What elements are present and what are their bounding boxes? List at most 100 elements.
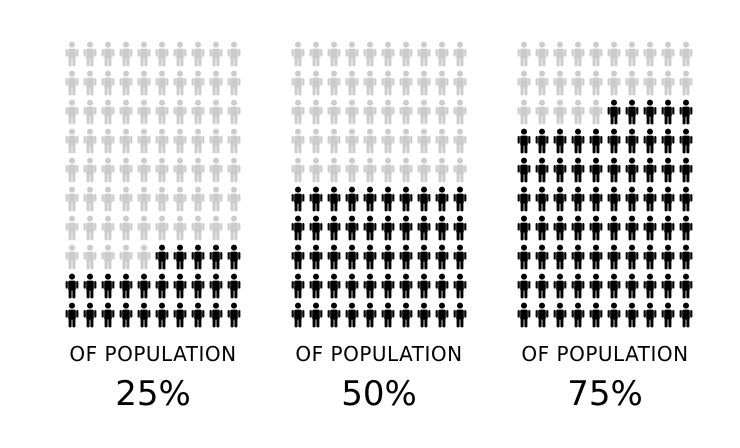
- person-icon-empty: [291, 157, 305, 183]
- person-icon-empty: [517, 70, 531, 96]
- person-icon-empty: [553, 41, 567, 67]
- person-icon-filled: [417, 186, 431, 212]
- person-icon-filled: [643, 128, 657, 154]
- person-icon-filled: [173, 273, 187, 299]
- person-icon-filled: [453, 215, 467, 241]
- person-icon-filled: [291, 302, 305, 328]
- person-icon-filled: [309, 215, 323, 241]
- person-icon-empty: [399, 70, 413, 96]
- person-icon-filled: [535, 302, 549, 328]
- person-icon-empty: [173, 70, 187, 96]
- person-icon-empty: [209, 186, 223, 212]
- person-icon-filled: [417, 244, 431, 270]
- person-icon-filled: [571, 215, 585, 241]
- person-icon-filled: [101, 273, 115, 299]
- person-icon-empty: [309, 157, 323, 183]
- person-icon-empty: [345, 41, 359, 67]
- person-icon-empty: [589, 70, 603, 96]
- person-icon-empty: [643, 70, 657, 96]
- person-icon-filled: [607, 215, 621, 241]
- person-icon-filled: [381, 215, 395, 241]
- person-icon-empty: [119, 215, 133, 241]
- person-icon-empty: [65, 128, 79, 154]
- person-icon-empty: [209, 41, 223, 67]
- panel-label-1: OF POPULATION: [69, 342, 237, 366]
- person-icon-filled: [155, 244, 169, 270]
- person-icon-empty: [625, 41, 639, 67]
- person-icon-empty: [137, 244, 151, 270]
- person-icon-empty: [83, 70, 97, 96]
- person-icon-filled: [643, 273, 657, 299]
- person-icon-filled: [553, 244, 567, 270]
- person-icon-empty: [173, 41, 187, 67]
- person-icon-empty: [209, 70, 223, 96]
- person-icon-filled: [381, 186, 395, 212]
- person-icon-empty: [435, 70, 449, 96]
- person-icon-empty: [327, 41, 341, 67]
- person-icon-empty: [191, 186, 205, 212]
- person-icon-filled: [607, 302, 621, 328]
- person-icon-empty: [535, 41, 549, 67]
- person-icon-filled: [173, 302, 187, 328]
- person-icon-empty: [227, 128, 241, 154]
- person-icon-empty: [191, 157, 205, 183]
- person-icon-filled: [363, 186, 377, 212]
- person-icon-filled: [191, 273, 205, 299]
- person-icon-filled: [65, 302, 79, 328]
- person-icon-empty: [453, 157, 467, 183]
- person-icon-filled: [589, 302, 603, 328]
- person-icon-empty: [363, 70, 377, 96]
- person-icon-filled: [535, 128, 549, 154]
- person-icon-empty: [155, 99, 169, 125]
- person-icon-filled: [553, 186, 567, 212]
- person-icon-filled: [589, 157, 603, 183]
- person-icon-empty: [155, 186, 169, 212]
- person-icon-empty: [453, 99, 467, 125]
- person-icon-filled: [589, 215, 603, 241]
- person-icon-empty: [173, 157, 187, 183]
- person-icon-filled: [517, 128, 531, 154]
- person-icon-filled: [173, 244, 187, 270]
- person-icon-empty: [309, 128, 323, 154]
- panel-value-2: 50%: [341, 374, 417, 414]
- person-icon-empty: [155, 157, 169, 183]
- person-icon-empty: [417, 99, 431, 125]
- person-icon-empty: [607, 41, 621, 67]
- person-icon-empty: [381, 157, 395, 183]
- person-icon-empty: [535, 70, 549, 96]
- person-icon-filled: [453, 302, 467, 328]
- person-icon-empty: [173, 186, 187, 212]
- person-icon-filled: [227, 302, 241, 328]
- person-icon-filled: [643, 99, 657, 125]
- person-icon-filled: [417, 302, 431, 328]
- person-icon-filled: [327, 186, 341, 212]
- person-icon-empty: [83, 215, 97, 241]
- person-icon-filled: [661, 128, 675, 154]
- person-icon-empty: [661, 70, 675, 96]
- person-icon-empty: [381, 70, 395, 96]
- person-icon-filled: [535, 244, 549, 270]
- person-icon-filled: [363, 302, 377, 328]
- person-icon-empty: [381, 41, 395, 67]
- person-icon-empty: [137, 186, 151, 212]
- person-icon-empty: [191, 128, 205, 154]
- person-icon-filled: [453, 273, 467, 299]
- person-icon-filled: [571, 186, 585, 212]
- person-icon-filled: [589, 186, 603, 212]
- person-icon-filled: [291, 244, 305, 270]
- person-icon-filled: [345, 186, 359, 212]
- person-icon-filled: [571, 302, 585, 328]
- person-icon-empty: [101, 157, 115, 183]
- person-icon-empty: [435, 157, 449, 183]
- person-icon-filled: [625, 99, 639, 125]
- person-icon-filled: [535, 157, 549, 183]
- person-icon-filled: [399, 244, 413, 270]
- person-icon-empty: [227, 157, 241, 183]
- person-icon-filled: [291, 186, 305, 212]
- person-icon-filled: [101, 302, 115, 328]
- person-icon-empty: [65, 215, 79, 241]
- person-icon-filled: [435, 244, 449, 270]
- person-icon-filled: [209, 244, 223, 270]
- person-icon-filled: [345, 273, 359, 299]
- person-icon-filled: [83, 273, 97, 299]
